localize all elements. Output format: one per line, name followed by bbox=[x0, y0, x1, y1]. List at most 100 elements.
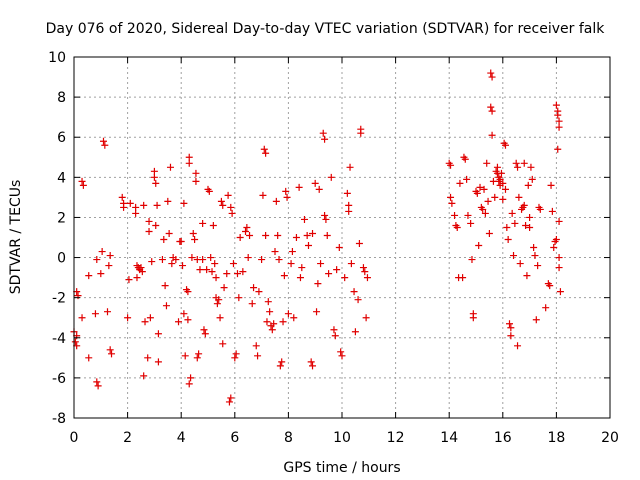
data-point bbox=[236, 234, 244, 241]
chart-title: Day 076 of 2020, Sidereal Day-to-day VTE… bbox=[46, 21, 606, 37]
data-point bbox=[508, 209, 516, 217]
data-point bbox=[311, 179, 319, 187]
y-tick-label: -6 bbox=[52, 371, 66, 387]
data-point bbox=[98, 248, 106, 256]
data-point bbox=[239, 268, 247, 276]
data-point bbox=[200, 326, 208, 334]
data-point bbox=[284, 310, 292, 318]
data-point bbox=[526, 213, 534, 221]
data-point bbox=[105, 262, 113, 270]
data-point bbox=[516, 260, 524, 268]
y-tick-label: 0 bbox=[57, 251, 66, 267]
data-point bbox=[362, 314, 370, 322]
data-point bbox=[106, 252, 114, 260]
data-point bbox=[154, 358, 162, 366]
data-point bbox=[341, 274, 349, 282]
data-point bbox=[71, 338, 79, 346]
data-point bbox=[215, 296, 223, 304]
data-point bbox=[552, 236, 560, 244]
data-point bbox=[501, 185, 509, 193]
x-tick-label: 10 bbox=[333, 430, 351, 446]
data-point bbox=[520, 201, 528, 209]
data-points bbox=[70, 69, 564, 406]
data-point bbox=[161, 282, 169, 290]
data-point bbox=[330, 326, 338, 334]
data-point bbox=[217, 197, 225, 205]
grid bbox=[74, 57, 610, 418]
data-point bbox=[228, 209, 236, 217]
data-point bbox=[473, 189, 481, 197]
data-point bbox=[298, 264, 306, 272]
data-point bbox=[487, 69, 495, 77]
data-point bbox=[185, 380, 193, 388]
data-point bbox=[514, 163, 522, 171]
data-point bbox=[180, 310, 188, 318]
data-point bbox=[166, 163, 174, 171]
data-point bbox=[219, 201, 227, 209]
data-point bbox=[181, 352, 189, 360]
data-point bbox=[275, 256, 283, 264]
data-point bbox=[199, 219, 207, 227]
data-point bbox=[469, 310, 477, 318]
data-point bbox=[548, 207, 556, 215]
data-point bbox=[475, 242, 483, 250]
x-axis-label: GPS time / hours bbox=[283, 460, 400, 476]
data-point bbox=[144, 354, 152, 362]
data-point bbox=[524, 181, 532, 189]
data-point bbox=[506, 320, 513, 328]
data-point bbox=[542, 304, 550, 312]
data-point bbox=[85, 354, 93, 362]
data-point bbox=[555, 117, 563, 125]
data-point bbox=[520, 159, 528, 167]
data-point bbox=[227, 203, 235, 211]
data-point bbox=[260, 145, 268, 153]
data-point bbox=[531, 252, 539, 260]
data-point bbox=[225, 398, 233, 406]
data-point bbox=[314, 280, 322, 288]
data-point bbox=[209, 221, 217, 229]
data-point bbox=[165, 229, 173, 237]
data-point bbox=[120, 203, 128, 211]
y-tick-label: 8 bbox=[57, 90, 66, 106]
data-point bbox=[250, 284, 258, 292]
data-point bbox=[279, 318, 287, 326]
data-point bbox=[476, 183, 484, 191]
data-point bbox=[322, 215, 330, 223]
data-point bbox=[313, 308, 321, 316]
data-point bbox=[345, 207, 353, 215]
data-point bbox=[220, 284, 228, 292]
data-point bbox=[300, 215, 308, 223]
data-point bbox=[224, 191, 232, 199]
data-point bbox=[343, 189, 351, 197]
data-point bbox=[309, 229, 317, 237]
data-point bbox=[85, 272, 93, 280]
data-point bbox=[459, 274, 467, 282]
data-point bbox=[453, 223, 461, 231]
data-point bbox=[125, 276, 133, 284]
data-point bbox=[315, 185, 323, 193]
data-point bbox=[211, 260, 219, 268]
data-point bbox=[347, 260, 355, 268]
x-tick-label: 16 bbox=[494, 430, 512, 446]
data-point bbox=[152, 221, 160, 229]
data-point bbox=[179, 262, 187, 270]
data-point bbox=[345, 201, 353, 209]
x-tick-label: 0 bbox=[70, 430, 79, 446]
x-tick-label: 4 bbox=[177, 430, 186, 446]
data-point bbox=[321, 211, 329, 219]
data-point bbox=[359, 264, 367, 272]
data-point bbox=[555, 123, 563, 131]
data-point bbox=[514, 342, 522, 350]
data-point bbox=[355, 240, 363, 248]
data-point bbox=[205, 187, 213, 195]
data-point bbox=[317, 260, 325, 268]
data-point bbox=[526, 223, 534, 231]
y-tick-label: 6 bbox=[57, 130, 66, 146]
data-point bbox=[323, 231, 331, 239]
y-axis-label: SDTVAR / TECUs bbox=[8, 180, 24, 295]
data-point bbox=[263, 318, 271, 326]
data-point bbox=[78, 177, 86, 185]
data-point bbox=[97, 270, 105, 278]
data-point bbox=[93, 256, 101, 264]
